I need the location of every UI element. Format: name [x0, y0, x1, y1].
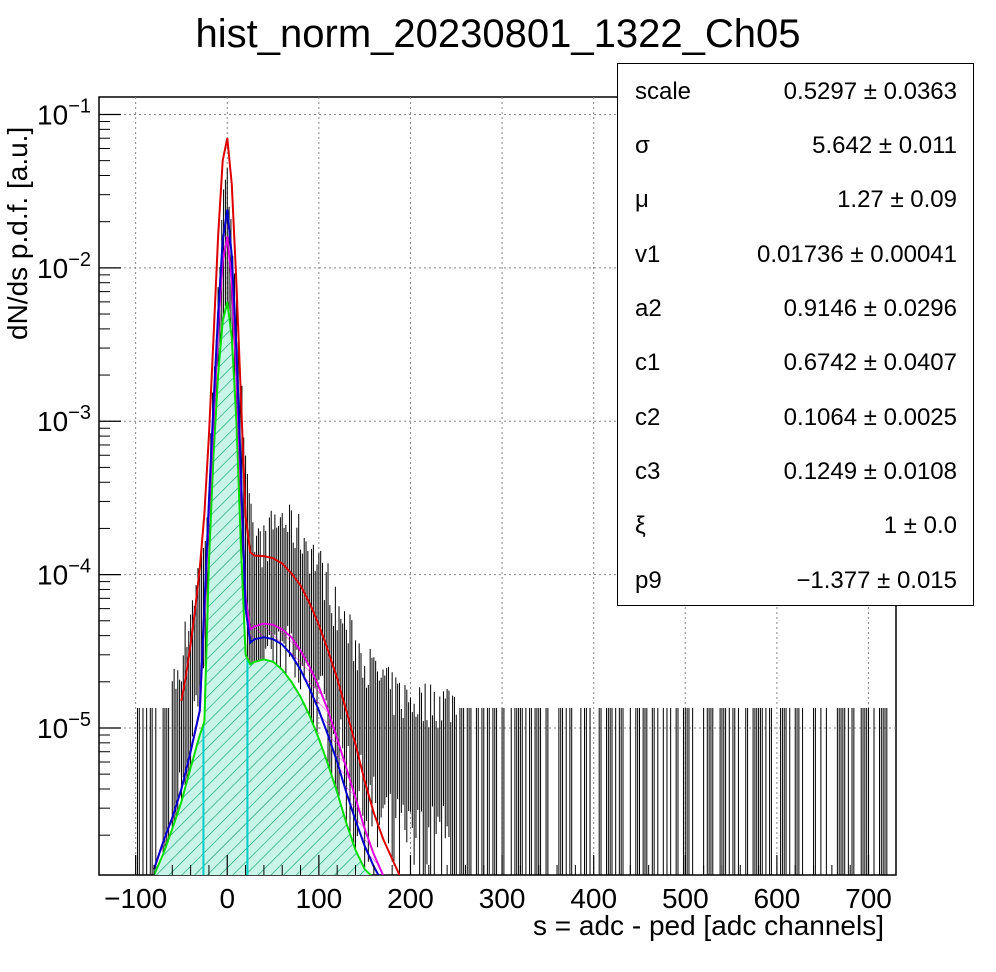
x-tick-label: 200 [387, 883, 434, 914]
component-fill-green [153, 301, 379, 875]
stat-row: σ 5.642 ± 0.011 [618, 118, 973, 172]
stat-name: p9 [635, 567, 662, 594]
stat-value: 0.6742 ± 0.0407 [783, 349, 957, 376]
x-axis-label: s = adc - ped [adc channels] [533, 910, 884, 941]
stat-value: 0.1064 ± 0.0025 [783, 404, 957, 431]
stat-value: 0.01736 ± 0.00041 [756, 241, 957, 268]
stat-value: 0.1249 ± 0.0108 [783, 458, 957, 485]
stat-value: −1.377 ± 0.015 [796, 567, 957, 594]
chart-title: hist_norm_20230801_1322_Ch05 [195, 12, 801, 56]
stat-name: scale [635, 78, 692, 105]
stat-name: σ [635, 132, 650, 159]
stat-row: p9 −1.377 ± 0.015 [618, 553, 973, 607]
x-tick-label: 600 [754, 883, 801, 914]
y-tick-label: 10−3 [37, 402, 91, 437]
y-axis-label: dN/ds p.d.f. [a.u.] [2, 126, 33, 340]
x-tick-label: −100 [104, 883, 167, 914]
y-tick-label: 10−5 [37, 709, 91, 744]
stat-row: scale 0.5297 ± 0.0363 [618, 64, 973, 118]
stat-name: c1 [635, 349, 661, 376]
stat-row: c3 0.1249 ± 0.0108 [618, 444, 973, 498]
fit-curve [180, 137, 401, 875]
x-tick-label: 700 [845, 883, 892, 914]
stat-name: a2 [635, 295, 662, 322]
stat-name: μ [635, 186, 649, 213]
stat-value: 0.9146 ± 0.0296 [783, 295, 957, 322]
fit-curve [153, 301, 373, 875]
fit-stats-box: scale 0.5297 ± 0.0363 σ 5.642 ± 0.011 μ … [617, 63, 974, 606]
stat-value: 0.5297 ± 0.0363 [783, 78, 957, 105]
stat-name: c2 [635, 404, 661, 431]
stat-row: c2 0.1064 ± 0.0025 [618, 390, 973, 444]
stat-row: c1 0.6742 ± 0.0407 [618, 335, 973, 389]
component-band-magenta [154, 209, 383, 875]
stat-row: v1 0.01736 ± 0.00041 [618, 227, 973, 281]
x-tick-label: 300 [479, 883, 526, 914]
x-tick-label: 100 [296, 883, 343, 914]
fit-curve [153, 209, 380, 875]
stat-value: 1.27 ± 0.09 [837, 186, 957, 213]
x-tick-label: 500 [662, 883, 709, 914]
x-tick-label: 0 [219, 883, 235, 914]
stat-value: 1 ± 0.0 [883, 512, 957, 539]
stat-value: 5.642 ± 0.011 [812, 132, 957, 159]
stat-name: ξ [635, 512, 646, 539]
stat-row: ξ 1 ± 0.0 [618, 498, 973, 552]
y-tick-label: 10−4 [37, 556, 91, 591]
stat-name: c3 [635, 458, 661, 485]
data-histogram [136, 168, 888, 875]
y-tick-label: 10−2 [37, 249, 91, 284]
stat-row: μ 1.27 ± 0.09 [618, 172, 973, 226]
stat-name: v1 [635, 241, 661, 268]
y-tick-label: 10−1 [37, 95, 91, 130]
stat-row: a2 0.9146 ± 0.0296 [618, 281, 973, 335]
x-tick-label: 400 [570, 883, 617, 914]
